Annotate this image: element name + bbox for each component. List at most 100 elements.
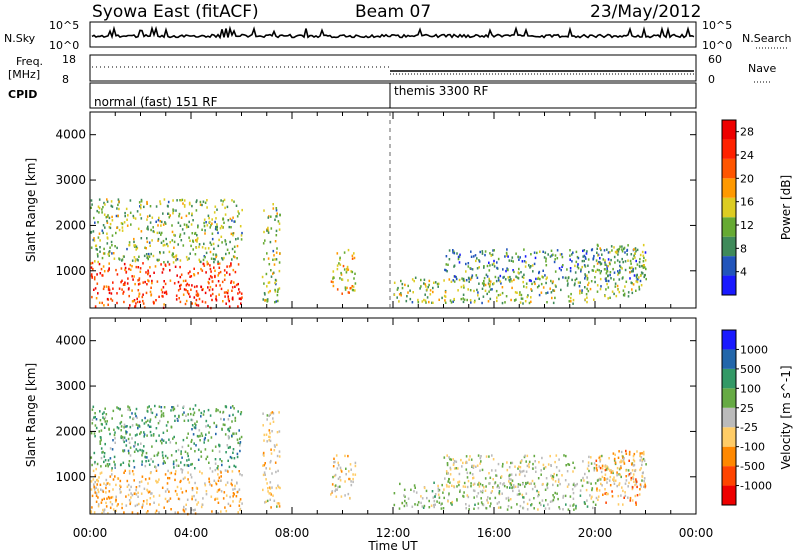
- echo-cell: [539, 277, 541, 281]
- echo-cell: [264, 462, 266, 465]
- echo-cell: [494, 496, 497, 500]
- echo-cell: [132, 214, 135, 218]
- echo-cell: [206, 260, 208, 264]
- echo-cell: [94, 415, 96, 419]
- echo-cell: [191, 438, 193, 442]
- echo-cell: [118, 207, 120, 211]
- echo-cell: [134, 434, 137, 437]
- echo-cell: [93, 239, 96, 242]
- echo-cell: [630, 281, 633, 284]
- echo-cell: [125, 207, 128, 211]
- echo-cell: [610, 245, 613, 248]
- echo-cell: [452, 463, 455, 466]
- echo-cell: [450, 502, 452, 505]
- echo-cell: [513, 299, 516, 302]
- echo-cell: [447, 480, 449, 483]
- echo-cell: [234, 416, 237, 420]
- echo-cell: [272, 271, 275, 274]
- echo-cell: [185, 226, 188, 229]
- echo-cell: [536, 251, 538, 255]
- echo-cell: [497, 257, 500, 261]
- echo-cell: [629, 259, 632, 263]
- echo-cell: [533, 454, 536, 458]
- echo-cell: [641, 250, 644, 254]
- echo-cell: [453, 459, 456, 463]
- echo-cell: [634, 256, 636, 259]
- ytick-label: 4000: [55, 334, 86, 348]
- echo-cell: [276, 212, 278, 215]
- echo-cell: [172, 406, 175, 409]
- echo-cell: [229, 495, 231, 499]
- echo-cell: [458, 472, 461, 476]
- echo-cell: [336, 467, 339, 470]
- echo-cell: [627, 259, 629, 262]
- echo-cell: [549, 287, 551, 290]
- echo-cell: [577, 263, 579, 266]
- echo-cell: [604, 473, 607, 476]
- echo-cell: [607, 467, 610, 471]
- echo-cell: [448, 456, 450, 459]
- echo-cell: [505, 254, 508, 257]
- echo-cell: [627, 295, 630, 298]
- echo-cell: [188, 201, 191, 205]
- echo-cell: [471, 473, 474, 476]
- echo-cell: [643, 266, 646, 269]
- echo-cell: [191, 418, 194, 422]
- echo-cell: [181, 491, 184, 494]
- echo-cell: [205, 221, 207, 224]
- echo-cell: [393, 281, 396, 284]
- echo-cell: [232, 255, 235, 258]
- cpid-mode-1: normal (fast) 151 RF: [94, 95, 218, 109]
- echo-cell: [632, 477, 635, 481]
- echo-cell: [116, 406, 118, 409]
- nsky-frame: [89, 21, 697, 48]
- echo-cell: [112, 508, 115, 511]
- echo-cell: [208, 461, 210, 464]
- echo-cell: [233, 281, 235, 284]
- echo-cell: [141, 419, 143, 422]
- echo-cell: [617, 270, 619, 273]
- echo-cell: [221, 203, 224, 206]
- echo-cell: [165, 290, 168, 293]
- echo-cell: [92, 267, 94, 271]
- echo-cell: [146, 489, 149, 493]
- echo-cell: [176, 274, 178, 277]
- echo-cell: [125, 425, 127, 428]
- echo-cell: [128, 243, 131, 247]
- echo-cell: [569, 254, 571, 257]
- echo-cell: [170, 508, 172, 511]
- echo-cell: [474, 254, 477, 257]
- echo-cell: [275, 207, 278, 210]
- echo-cell: [177, 243, 179, 246]
- echo-cell: [104, 407, 106, 410]
- echo-cell: [473, 496, 475, 499]
- echo-cell: [628, 453, 631, 456]
- echo-cell: [137, 449, 139, 453]
- echo-cell: [116, 273, 119, 276]
- echo-cell: [636, 280, 639, 284]
- echo-cell: [619, 269, 621, 272]
- echo-cell: [198, 243, 201, 246]
- echo-cell: [233, 407, 235, 410]
- echo-cell: [100, 267, 103, 271]
- echo-cell: [433, 505, 435, 509]
- echo-cell: [237, 305, 239, 308]
- echo-cell: [610, 471, 613, 474]
- echo-cell: [471, 268, 474, 271]
- echo-cell: [532, 462, 534, 466]
- echo-cell: [263, 282, 265, 285]
- echo-cell: [332, 280, 334, 284]
- echo-cell: [207, 305, 209, 308]
- xtick-label: 12:00: [376, 526, 411, 540]
- echo-cell: [118, 200, 120, 203]
- echo-cell: [458, 261, 461, 264]
- echo-cell: [191, 213, 193, 217]
- echo-cell: [524, 454, 526, 457]
- echo-cell: [105, 216, 108, 219]
- echo-cell: [211, 237, 214, 241]
- echo-cell: [552, 301, 555, 305]
- echo-cell: [606, 481, 608, 484]
- echo-cell: [91, 275, 93, 279]
- echo-cell: [481, 491, 484, 494]
- echo-cell: [351, 270, 354, 274]
